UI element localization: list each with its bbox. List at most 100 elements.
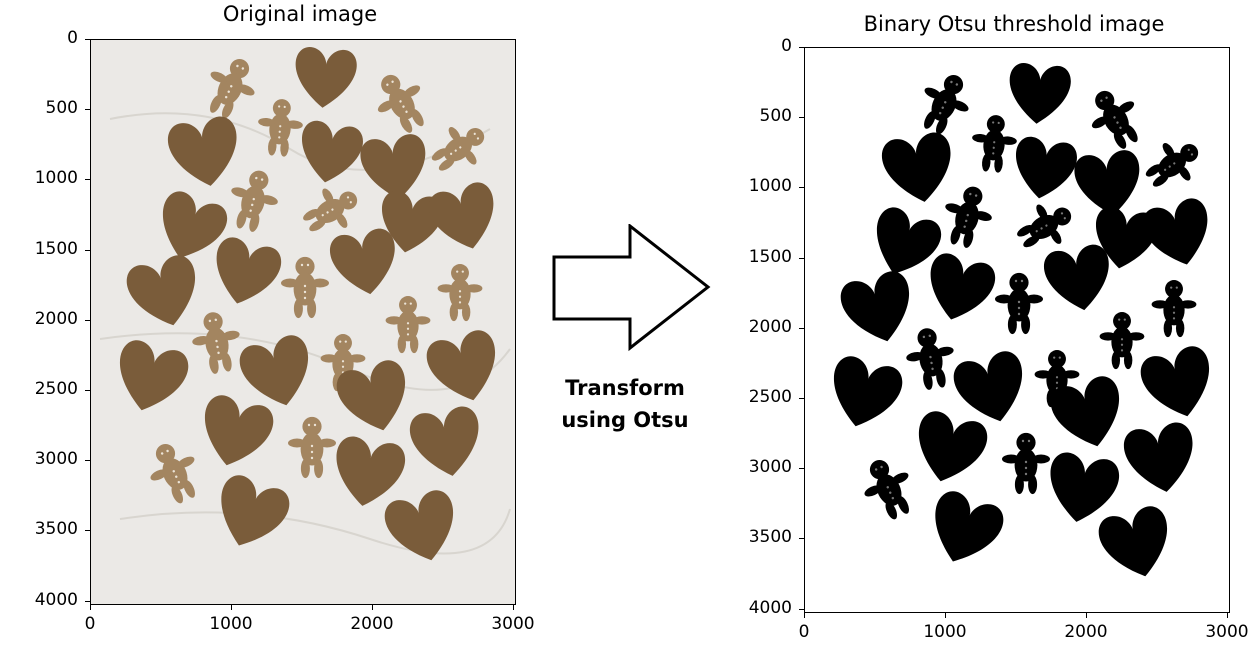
right-arrow-icon	[552, 224, 711, 352]
gingerbread-shape	[1151, 280, 1197, 338]
heart-cookie	[120, 340, 189, 411]
right-x-tick-mark	[1086, 613, 1087, 618]
gingerbread-shape	[1091, 90, 1138, 149]
right-y-tick-mark	[799, 187, 804, 189]
gingerbread-shape	[864, 460, 909, 520]
heart-shape	[1098, 506, 1167, 577]
left-y-tick-mark	[85, 109, 90, 111]
heart-shape	[935, 491, 1004, 562]
heart-shape	[840, 271, 909, 342]
left-y-tick-mark	[85, 600, 90, 602]
heart-cookie	[205, 395, 274, 466]
right-y-tick-label: 1500	[748, 246, 792, 267]
heart-cookie	[239, 335, 308, 406]
left-y-tick-mark	[85, 319, 90, 321]
left-y-tick-mark	[85, 390, 90, 391]
heart-cookie	[409, 406, 479, 476]
right-x-tick-label: 1000	[923, 622, 967, 642]
binary-threshold-image	[804, 47, 1230, 613]
right-x-tick-label: 0	[798, 622, 810, 642]
gingerbread-cookie	[192, 312, 240, 374]
left-y-tick-label: 500	[45, 98, 78, 119]
right-y-tick-label: 2000	[748, 316, 792, 337]
original-image	[90, 39, 516, 605]
heart-cookie	[162, 191, 228, 258]
left-y-tick-label: 1500	[34, 238, 78, 259]
left-y-tick-mark	[85, 530, 90, 532]
gingerbread-shape	[1099, 312, 1145, 370]
arrow-caption: Transform using Otsu	[540, 372, 710, 436]
heart-shape	[1050, 452, 1120, 522]
heart-shape	[1140, 346, 1209, 417]
right-y-tick-mark	[799, 327, 804, 329]
left-x-tick-mark	[372, 605, 373, 610]
right-x-tick-mark	[945, 613, 946, 618]
binary-shapes-group	[834, 62, 1209, 577]
heart-cookie	[428, 182, 494, 249]
gingerbread-cookie	[303, 188, 358, 232]
heart-cookie	[381, 190, 443, 253]
heart-shape	[1050, 376, 1119, 447]
heart-shape	[930, 253, 996, 320]
gingerbread-shape	[972, 115, 1017, 173]
gingerbread-cookie	[210, 59, 255, 119]
heart-shape	[876, 207, 942, 274]
right-y-tick-mark	[799, 538, 804, 540]
right-y-tick-mark	[799, 398, 804, 399]
right-y-tick-label: 3000	[748, 457, 792, 478]
gingerbread-shape	[924, 75, 969, 135]
left-x-tick-mark	[513, 605, 514, 610]
heart-cookie	[216, 237, 282, 304]
heart-shape	[919, 411, 988, 482]
heart-cookie	[126, 255, 195, 326]
left-y-tick-label: 1000	[34, 168, 78, 189]
right-y-tick-mark	[799, 257, 804, 259]
gingerbread-shape	[1002, 432, 1050, 495]
gingerbread-cookie	[377, 74, 424, 133]
heart-shape	[1015, 136, 1077, 199]
heart-shape	[1043, 244, 1109, 311]
right-y-tick-mark	[799, 47, 804, 48]
left-y-tick-label: 4000	[34, 589, 78, 610]
gingerbread-cookie	[431, 127, 485, 171]
left-y-tick-label: 3000	[34, 449, 78, 470]
right-x-tick-label: 2000	[1064, 622, 1108, 642]
arrow-caption-line2: using Otsu	[561, 408, 689, 432]
left-x-tick-label: 2000	[350, 614, 394, 634]
heart-cookie	[301, 120, 363, 183]
right-y-tick-mark	[799, 117, 804, 119]
heart-shape	[1123, 422, 1193, 492]
heart-cookie	[360, 134, 426, 200]
gingerbread-cookie	[150, 444, 195, 504]
heart-shape	[953, 351, 1022, 422]
right-x-tick-mark	[804, 613, 805, 618]
right-y-tick-label: 2500	[748, 387, 792, 407]
left-x-tick-label: 1000	[209, 614, 253, 634]
left-y-tick-mark	[85, 460, 90, 462]
heart-cookie	[329, 228, 395, 295]
left-panel-title: Original image	[222, 2, 378, 26]
right-panel-title: Binary Otsu threshold image	[863, 12, 1165, 36]
left-y-tick-label: 2500	[34, 379, 78, 399]
gingerbread-shape	[1017, 204, 1072, 248]
heart-shape	[881, 132, 951, 202]
heart-cookie	[384, 490, 453, 561]
right-x-tick-label: 3000	[1205, 622, 1249, 642]
left-y-tick-mark	[85, 179, 90, 181]
right-x-tick-mark	[1227, 613, 1228, 618]
heart-shape	[1142, 198, 1208, 265]
heart-cookie	[295, 46, 357, 108]
gingerbread-cookie	[231, 170, 278, 232]
gingerbread-cookie	[437, 264, 483, 322]
arrow-caption-line1: Transform	[565, 376, 685, 400]
gingerbread-cookie	[258, 99, 303, 157]
heart-shape	[1009, 62, 1071, 124]
left-x-tick-label: 3000	[491, 614, 535, 634]
gingerbread-cookie	[281, 256, 329, 319]
right-y-tick-mark	[799, 608, 804, 610]
gingerbread-cookie	[288, 416, 336, 479]
left-y-tick-label: 2000	[34, 308, 78, 329]
left-x-tick-label: 0	[84, 614, 96, 634]
right-y-tick-label: 0	[781, 36, 792, 56]
gingerbread-shape	[1145, 143, 1199, 187]
